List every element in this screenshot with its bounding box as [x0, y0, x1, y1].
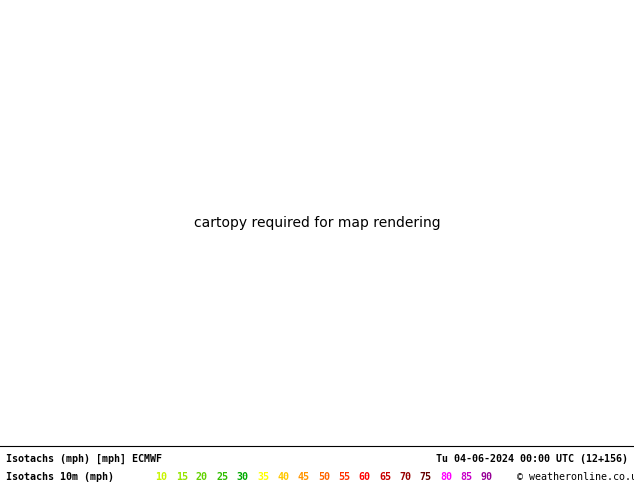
Text: Isotachs 10m (mph): Isotachs 10m (mph): [6, 472, 114, 482]
Text: 40: 40: [277, 472, 289, 482]
Text: 55: 55: [339, 472, 350, 482]
Text: 75: 75: [420, 472, 432, 482]
Text: 50: 50: [318, 472, 330, 482]
Text: © weatheronline.co.uk: © weatheronline.co.uk: [517, 472, 634, 482]
Text: 85: 85: [460, 472, 472, 482]
Text: 35: 35: [257, 472, 269, 482]
Text: 30: 30: [236, 472, 249, 482]
Text: 70: 70: [399, 472, 411, 482]
Text: 20: 20: [196, 472, 208, 482]
Text: cartopy required for map rendering: cartopy required for map rendering: [194, 216, 440, 230]
Text: 65: 65: [379, 472, 391, 482]
Text: 25: 25: [216, 472, 228, 482]
Text: Isotachs (mph) [mph] ECMWF: Isotachs (mph) [mph] ECMWF: [6, 454, 162, 464]
Text: 15: 15: [176, 472, 188, 482]
Text: 80: 80: [440, 472, 452, 482]
Text: 10: 10: [155, 472, 167, 482]
Text: 60: 60: [359, 472, 371, 482]
Text: 45: 45: [297, 472, 309, 482]
Text: Tu 04-06-2024 00:00 UTC (12+156): Tu 04-06-2024 00:00 UTC (12+156): [436, 454, 628, 464]
Text: 90: 90: [481, 472, 493, 482]
